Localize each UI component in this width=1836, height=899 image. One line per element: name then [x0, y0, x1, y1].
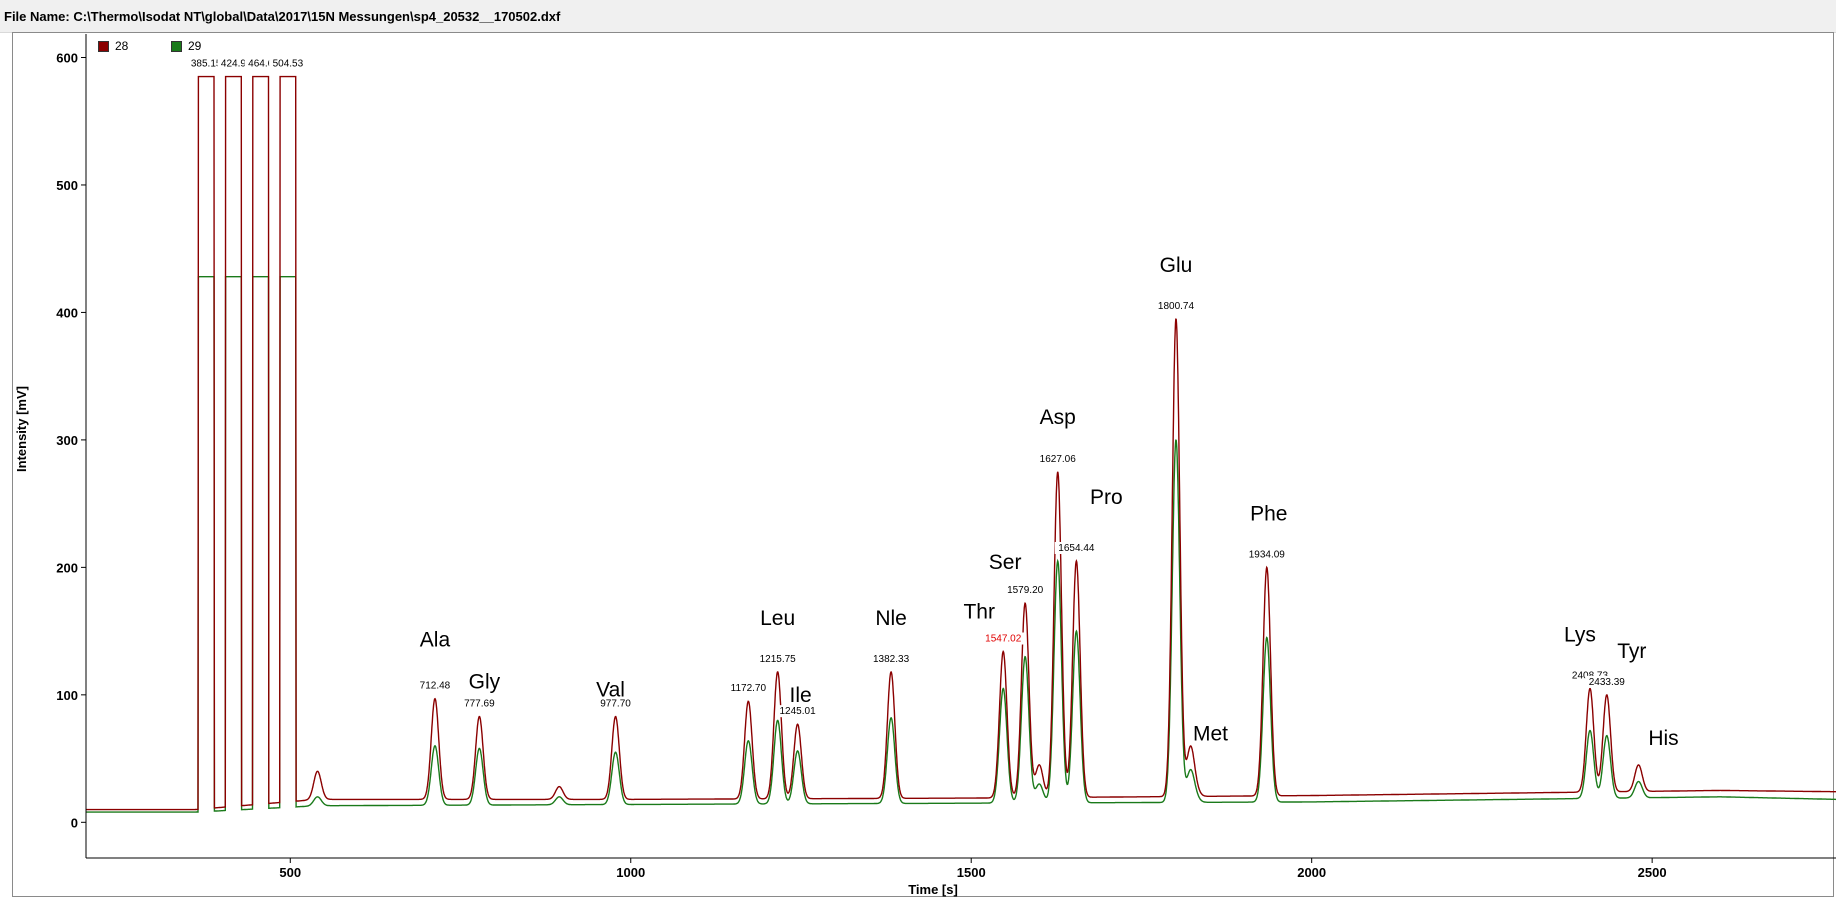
- retention-time-label-bg: [596, 697, 635, 710]
- retention-time-label: 977.70: [600, 699, 631, 710]
- legend-label-28: 28: [115, 39, 129, 53]
- retention-time-label-bg: [1585, 675, 1629, 688]
- retention-time-label-bg: [1154, 299, 1198, 312]
- retention-time-label-bg: [1245, 548, 1289, 561]
- retention-time-label-bg: [1036, 452, 1080, 465]
- file-name-label: File Name: C:\Thermo\Isodat NT\global\Da…: [4, 9, 561, 24]
- series-line-28: [86, 75, 1836, 811]
- peak-name-label: Ala: [420, 629, 451, 652]
- peak-name-label: Val: [596, 679, 625, 702]
- retention-time-label-bg: [217, 57, 250, 70]
- x-tick-label: 500: [279, 865, 301, 880]
- retention-time-label: 1579.20: [1007, 585, 1044, 596]
- legend-swatch-28: [98, 41, 109, 52]
- x-tick-label: 1000: [616, 865, 645, 880]
- retention-time-label: 1627.06: [1040, 454, 1077, 465]
- peak-name-label: Glu: [1160, 254, 1193, 277]
- retention-time-label-bg: [726, 682, 770, 695]
- legend-swatch-29: [171, 41, 182, 52]
- legend-label-29: 29: [188, 39, 202, 53]
- retention-time-label: 1215.75: [760, 654, 797, 665]
- y-tick-label: 300: [56, 433, 78, 448]
- y-tick-label: 100: [56, 688, 78, 703]
- retention-time-label: 464.6: [248, 59, 273, 70]
- retention-time-label-bg: [187, 57, 225, 70]
- peak-name-label: Tyr: [1617, 640, 1646, 663]
- x-tick-label: 2500: [1638, 865, 1667, 880]
- retention-time-label: 504.53: [273, 59, 304, 70]
- peak-name-label: Thr: [963, 601, 995, 624]
- peak-name-label: Leu: [760, 607, 795, 630]
- x-axis-title: Time [s]: [908, 882, 958, 897]
- retention-time-label: 712.48: [420, 681, 451, 692]
- peak-name-label: Lys: [1564, 623, 1596, 646]
- retention-time-label-bg: [756, 652, 800, 665]
- chart-frame: [12, 32, 1834, 897]
- retention-time-label-bg: [1054, 541, 1098, 554]
- retention-time-label: 424.9: [221, 59, 246, 70]
- retention-time-label: 1382.33: [873, 654, 910, 665]
- peak-name-label: Pro: [1090, 486, 1123, 509]
- peak-name-label: Ile: [789, 684, 811, 707]
- retention-time-label: 777.69: [464, 699, 495, 710]
- retention-time-label: 1934.09: [1249, 549, 1286, 560]
- x-tick-label: 1500: [957, 865, 986, 880]
- y-tick-label: 600: [56, 50, 78, 65]
- retention-time-label-bg: [1003, 584, 1047, 597]
- y-tick-label: 0: [71, 815, 78, 830]
- y-tick-label: 400: [56, 305, 78, 320]
- peak-name-label: Nle: [875, 607, 907, 630]
- retention-time-label: 1245.01: [780, 706, 817, 717]
- peak-name-label: Ser: [989, 551, 1022, 574]
- y-axis-title: Intensity [mV]: [14, 386, 29, 472]
- retention-time-label-bg: [775, 705, 820, 718]
- retention-time-label: 2433.39: [1589, 677, 1626, 688]
- retention-time-label: 1654.44: [1058, 543, 1095, 554]
- peak-name-label: Gly: [469, 671, 501, 694]
- retention-time-label: 1172.70: [731, 683, 767, 694]
- peak-name-label: Met: [1193, 722, 1228, 745]
- retention-time-label-bg: [981, 632, 1025, 645]
- y-tick-label: 500: [56, 178, 78, 193]
- retention-time-label: 1547.02: [985, 634, 1022, 645]
- retention-time-label-bg: [416, 679, 454, 692]
- retention-time-label-bg: [269, 57, 307, 70]
- series-line-29: [86, 276, 1836, 813]
- peak-name-label: Asp: [1040, 406, 1076, 429]
- peak-name-label: Phe: [1250, 502, 1287, 525]
- retention-time-label: 385.15: [191, 59, 222, 70]
- retention-time-label-bg: [460, 697, 499, 710]
- x-tick-label: 2000: [1297, 865, 1326, 880]
- retention-time-label-bg: [869, 652, 913, 665]
- retention-time-label-bg: [244, 57, 277, 70]
- retention-time-label: 1800.74: [1158, 301, 1195, 312]
- y-tick-label: 200: [56, 560, 78, 575]
- peak-name-label: His: [1648, 727, 1678, 750]
